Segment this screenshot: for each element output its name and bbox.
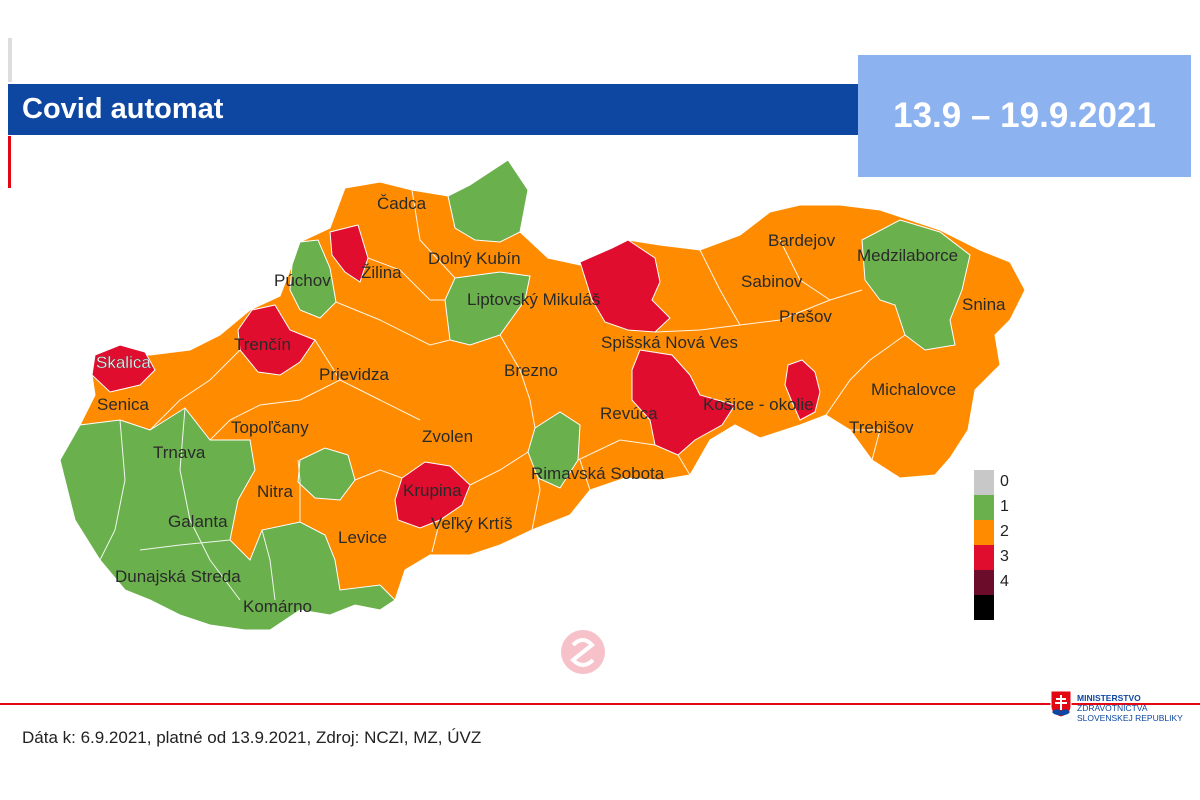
region-dolny-kubin-north-green	[447, 159, 529, 243]
logo-line-3: SLOVENSKEJ REPUBLIKY	[1077, 713, 1183, 723]
legend-swatch	[974, 495, 994, 520]
legend-swatch	[974, 570, 994, 595]
legend-item: 0	[974, 470, 1034, 495]
label-spisska-nova-ves: Spišská Nová Ves	[601, 333, 738, 352]
label-presov: Prešov	[779, 307, 832, 326]
region-krupina-red	[394, 461, 471, 529]
legend-item: 3	[974, 545, 1034, 570]
ministry-logo: MINISTERSTVO ZDRAVOTNÍCTVA SLOVENSKEJ RE…	[1050, 690, 1195, 730]
date-range: 13.9 – 19.9.2021	[893, 96, 1156, 135]
label-kosice-okolie: Košice - okolie	[703, 395, 814, 414]
header-accent-gray	[8, 38, 12, 82]
title-bar	[8, 84, 860, 135]
region-medzilaborce-green	[861, 219, 971, 351]
label-prievidza: Prievidza	[319, 365, 389, 384]
watermark-logo	[561, 630, 605, 674]
legend-item: 1	[974, 495, 1034, 520]
legend-swatch	[974, 470, 994, 495]
region-skalica-red	[91, 344, 156, 393]
risk-level-legend: 0 1 2 3 4	[974, 470, 1034, 620]
label-trebisov: Trebišov	[849, 418, 914, 437]
label-trencin: Trenčín	[234, 335, 291, 354]
label-sabinov: Sabinov	[741, 272, 803, 291]
label-revuca: Revúca	[600, 404, 658, 423]
label-michalovce: Michalovce	[871, 380, 956, 399]
label-galanta: Galanta	[168, 512, 228, 531]
legend-item: 4	[974, 570, 1034, 595]
region-zlate-moravce-green	[297, 447, 356, 501]
region-roznava-red	[631, 349, 736, 456]
legend-item: 2	[974, 520, 1034, 545]
label-cadca: Čadca	[377, 194, 427, 213]
date-range-box: 13.9 – 19.9.2021	[858, 55, 1191, 177]
label-nitra: Nitra	[257, 482, 293, 501]
label-liptovsky-mikulas: Liptovský Mikuláš	[467, 290, 600, 309]
legend-label: 4	[1000, 573, 1009, 590]
label-senica: Senica	[97, 395, 150, 414]
label-trnava: Trnava	[153, 443, 206, 462]
label-rimavska-sobota: Rimavská Sobota	[531, 464, 665, 483]
district-borders	[99, 189, 906, 601]
label-krupina: Krupina	[403, 481, 462, 500]
region-kosice-mesto-red	[784, 359, 821, 421]
label-bardejov: Bardejov	[768, 231, 836, 250]
label-medzilaborce: Medzilaborce	[857, 246, 958, 265]
legend-swatch	[974, 545, 994, 570]
label-snina: Snina	[962, 295, 1006, 314]
footer-divider	[0, 703, 1200, 705]
label-zvolen: Zvolen	[422, 427, 473, 446]
legend-label: 3	[1000, 548, 1009, 565]
legend-item	[974, 595, 1034, 620]
label-zilina: Žilina	[361, 263, 402, 282]
region-zvolen-south-green	[527, 411, 581, 489]
label-dunajska-streda: Dunajská Streda	[115, 567, 241, 586]
region-trencin-red	[237, 304, 316, 376]
region-spisska-nova-ves-red	[579, 239, 671, 333]
header-accent-red	[8, 136, 11, 188]
label-skalica: Skalica	[96, 353, 151, 372]
legend-label: 2	[1000, 523, 1009, 540]
label-brezno: Brezno	[504, 361, 558, 380]
legend-swatch	[974, 520, 994, 545]
label-dolny-kubin: Dolný Kubín	[428, 249, 521, 268]
label-topolcany: Topoľčany	[231, 418, 309, 437]
legend-swatch	[974, 595, 994, 620]
page-title: Covid automat	[22, 93, 224, 125]
data-source-text: Dáta k: 6.9.2021, platné od 13.9.2021, Z…	[22, 728, 482, 747]
label-puchov: Púchov	[274, 271, 331, 290]
region-kysucke-red	[329, 224, 369, 283]
logo-line-1: MINISTERSTVO	[1077, 693, 1141, 703]
logo-line-2: ZDRAVOTNÍCTVA	[1077, 703, 1148, 713]
label-komarno: Komárno	[243, 597, 312, 616]
label-levice: Levice	[338, 528, 387, 547]
legend-label: 1	[1000, 498, 1009, 515]
label-velky-krtis: Veľký Krtíš	[431, 514, 512, 533]
slovak-crest-icon	[1050, 690, 1072, 718]
legend-label: 0	[1000, 473, 1009, 490]
